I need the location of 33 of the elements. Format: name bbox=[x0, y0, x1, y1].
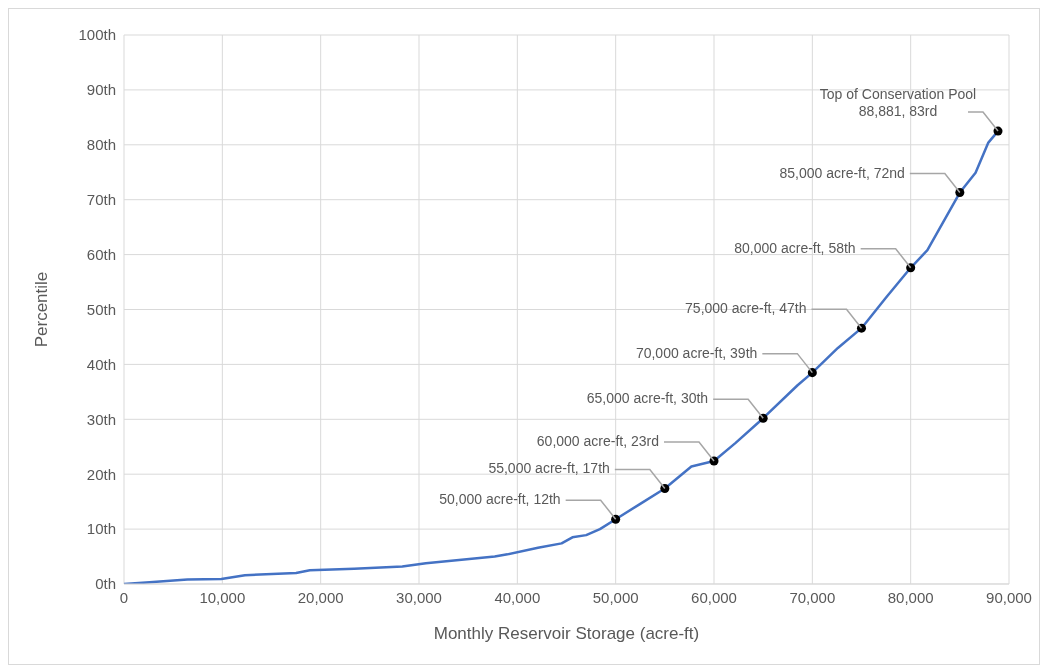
annotation: 55,000 acre-ft, 17th bbox=[488, 460, 610, 477]
x-tick-label: 70,000 bbox=[789, 588, 836, 606]
y-tick-label: 70th bbox=[86, 191, 116, 209]
x-tick-label: 80,000 bbox=[887, 588, 934, 606]
annotation: 60,000 acre-ft, 23rd bbox=[536, 433, 659, 450]
x-tick-label: 20,000 bbox=[297, 588, 344, 606]
annotation: 50,000 acre-ft, 12th bbox=[439, 491, 561, 508]
y-tick-label: 80th bbox=[86, 136, 116, 154]
x-tick-label: 40,000 bbox=[494, 588, 541, 606]
point bbox=[611, 514, 621, 524]
y-axis-title: Percentile bbox=[32, 271, 52, 348]
x-tick-label: 90,000 bbox=[986, 588, 1032, 606]
y-tick-label: 90th bbox=[86, 81, 116, 99]
x-tick-label: 60,000 bbox=[691, 588, 737, 606]
annotation: 65,000 acre-ft, 30th bbox=[586, 390, 709, 407]
annotation: 85,000 acre-ft, 72nd bbox=[779, 164, 905, 181]
y-tick-label: 100th bbox=[78, 26, 116, 44]
x-tick-label: 50,000 bbox=[592, 588, 639, 606]
y-tick-label: 60th bbox=[86, 245, 116, 263]
y-tick-label: 50th bbox=[86, 300, 116, 318]
y-tick-label: 30th bbox=[86, 410, 116, 428]
x-tick-label: 10,000 bbox=[199, 588, 246, 606]
y-tick-label: 40th bbox=[86, 355, 116, 373]
y-tick-label: 0th bbox=[95, 575, 116, 593]
y-tick-label: 20th bbox=[86, 465, 116, 483]
y-tick-label: 10th bbox=[86, 520, 116, 538]
annotation: Top of Conservation Pool 88,881, 83rd bbox=[819, 86, 977, 120]
x-tick-label: 30,000 bbox=[396, 588, 442, 606]
annotation: 70,000 acre-ft, 39th bbox=[635, 344, 758, 361]
x-axis-title: Monthly Reservoir Storage (acre-ft) bbox=[433, 624, 700, 643]
annotation: 80,000 acre-ft, 58th bbox=[734, 239, 856, 256]
annotation: 75,000 acre-ft, 47th bbox=[685, 300, 807, 317]
x-tick-label: 0 bbox=[119, 588, 129, 606]
